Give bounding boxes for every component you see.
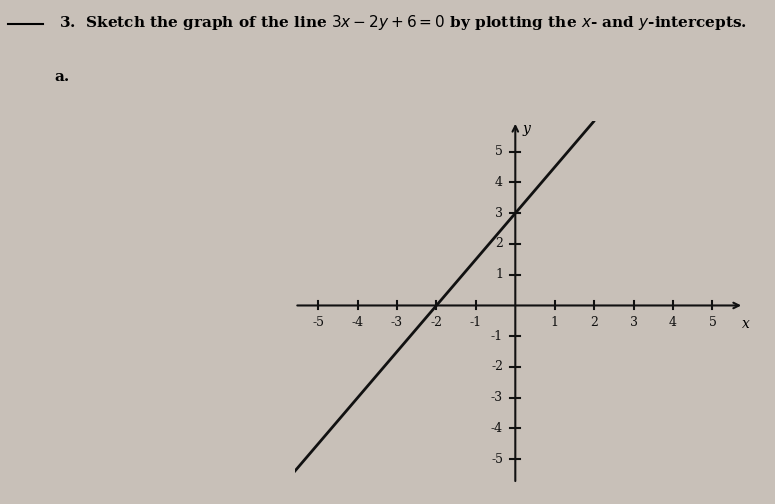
Text: x: x bbox=[742, 317, 750, 331]
Text: 2: 2 bbox=[495, 237, 503, 250]
Text: -2: -2 bbox=[430, 316, 443, 329]
Text: -3: -3 bbox=[491, 391, 503, 404]
Text: 1: 1 bbox=[495, 268, 503, 281]
Text: 3.  Sketch the graph of the line $3x - 2y + 6 = 0$ by plotting the $x$- and $y$-: 3. Sketch the graph of the line $3x - 2y… bbox=[59, 13, 747, 32]
Text: -2: -2 bbox=[491, 360, 503, 373]
Text: -4: -4 bbox=[491, 422, 503, 435]
Text: a.: a. bbox=[54, 70, 70, 84]
Text: -1: -1 bbox=[470, 316, 482, 329]
Text: 2: 2 bbox=[591, 316, 598, 329]
Text: 3: 3 bbox=[629, 316, 638, 329]
Text: 1: 1 bbox=[551, 316, 559, 329]
Text: -4: -4 bbox=[352, 316, 363, 329]
Text: 3: 3 bbox=[495, 207, 503, 220]
Text: 5: 5 bbox=[708, 316, 716, 329]
Text: -5: -5 bbox=[491, 453, 503, 466]
Text: -1: -1 bbox=[491, 330, 503, 343]
Text: 4: 4 bbox=[669, 316, 677, 329]
Text: 5: 5 bbox=[495, 145, 503, 158]
Text: y: y bbox=[522, 122, 530, 137]
Text: -5: -5 bbox=[312, 316, 324, 329]
Text: 4: 4 bbox=[495, 176, 503, 189]
Text: -3: -3 bbox=[391, 316, 403, 329]
